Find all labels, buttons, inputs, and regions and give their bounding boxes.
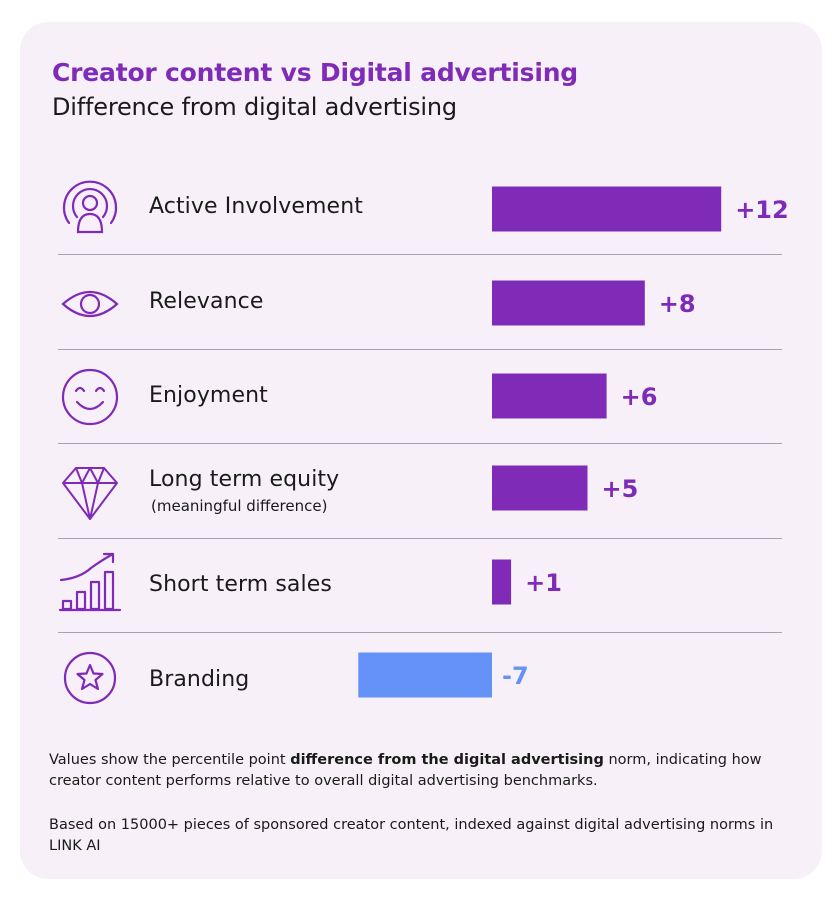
- bar-enjoyment: [492, 373, 607, 419]
- footnote-emphasis: difference from the digital advertising: [290, 752, 604, 768]
- footnote-text: Values show the percentile point: [49, 752, 291, 768]
- row-label-long-term-equity: Long term equity: [149, 467, 340, 492]
- row-label-branding: Branding: [149, 667, 250, 692]
- value-label-long-term-equity: +5: [602, 475, 639, 503]
- bar-long-term-equity: [492, 465, 588, 511]
- row-divider: [58, 443, 782, 444]
- diamond-icon: [60, 463, 120, 523]
- row-divider: [58, 632, 782, 633]
- footnote-methodology: Values show the percentile point differe…: [49, 750, 789, 792]
- eye-icon: [60, 286, 120, 322]
- bar-relevance: [492, 280, 645, 326]
- row-label-active-involvement: Active Involvement: [149, 194, 363, 219]
- chart-title: Creator content vs Digital advertising: [52, 58, 578, 87]
- row-divider: [58, 538, 782, 539]
- value-label-branding: -7: [502, 662, 529, 690]
- row-divider: [58, 254, 782, 255]
- row-note-long-term-equity: (meaningful difference): [151, 497, 328, 515]
- smiley-face-icon: [60, 367, 120, 427]
- podcast-person-icon: [58, 176, 122, 238]
- bar-short-term-sales: [492, 559, 512, 605]
- footnote-text: norm, indicating how creator content per…: [49, 752, 762, 789]
- chart-subtitle: Difference from digital advertising: [52, 93, 457, 121]
- value-label-short-term-sales: +1: [525, 569, 562, 597]
- row-label-short-term-sales: Short term sales: [149, 572, 332, 597]
- bar-active-involvement: [492, 186, 722, 232]
- bar-branding: [358, 652, 492, 698]
- value-label-enjoyment: +6: [621, 383, 658, 411]
- footnote-source: Based on 15000+ pieces of sponsored crea…: [49, 817, 774, 854]
- chart-card: [20, 22, 822, 879]
- value-label-active-involvement: +12: [735, 196, 789, 224]
- row-divider: [58, 349, 782, 350]
- growth-chart-icon: [58, 550, 122, 612]
- star-badge-icon: [62, 650, 118, 706]
- row-label-enjoyment: Enjoyment: [149, 383, 268, 408]
- value-label-relevance: +8: [659, 290, 696, 318]
- row-label-relevance: Relevance: [149, 289, 264, 314]
